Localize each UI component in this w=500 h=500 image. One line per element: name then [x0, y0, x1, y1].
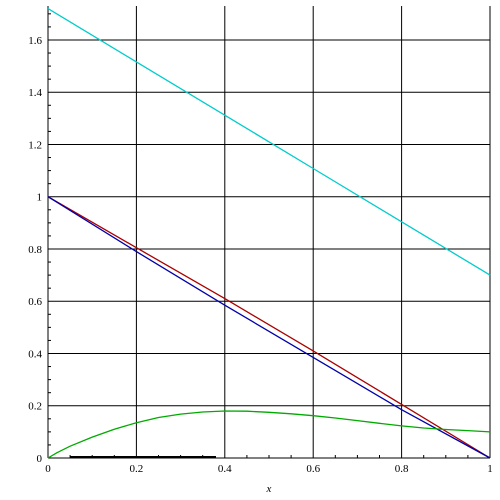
- y-tick-label-5: 1: [37, 192, 43, 204]
- series-layer: [47, 8, 491, 459]
- series-line-3: [47, 410, 491, 459]
- grid: [48, 6, 491, 458]
- x-tick-label-3: 0.6: [306, 463, 320, 475]
- y-tick-label-1: 0.2: [28, 401, 42, 413]
- x-tick-label-1: 0.2: [130, 463, 144, 475]
- tick-labels: 0 0.2 0.4 0.6 0.8 1 0 0.2 0.4 0.6 0.8 1 1.2 1.4 1.6: [28, 35, 493, 475]
- y-tick-label-7: 1.4: [28, 87, 42, 99]
- y-tick-label-6: 1.2: [28, 139, 42, 151]
- series-line-2: [47, 196, 491, 459]
- y-tick-label-0: 0: [37, 453, 43, 465]
- y-tick-label-3: 0.6: [28, 296, 42, 308]
- y-tick-label-8: 1.6: [28, 35, 42, 47]
- y-tick-label-2: 0.4: [28, 348, 42, 360]
- series-line-0: [47, 8, 491, 276]
- x-tick-label-2: 0.4: [218, 463, 232, 475]
- x-tick-label-4: 0.8: [395, 463, 409, 475]
- y-tick-label-4: 0.8: [28, 244, 42, 256]
- series-line-1: [47, 196, 491, 459]
- x-tick-label-5: 1: [487, 463, 493, 475]
- x-axis-title: x: [266, 483, 272, 495]
- x-tick-label-0: 0: [45, 463, 51, 475]
